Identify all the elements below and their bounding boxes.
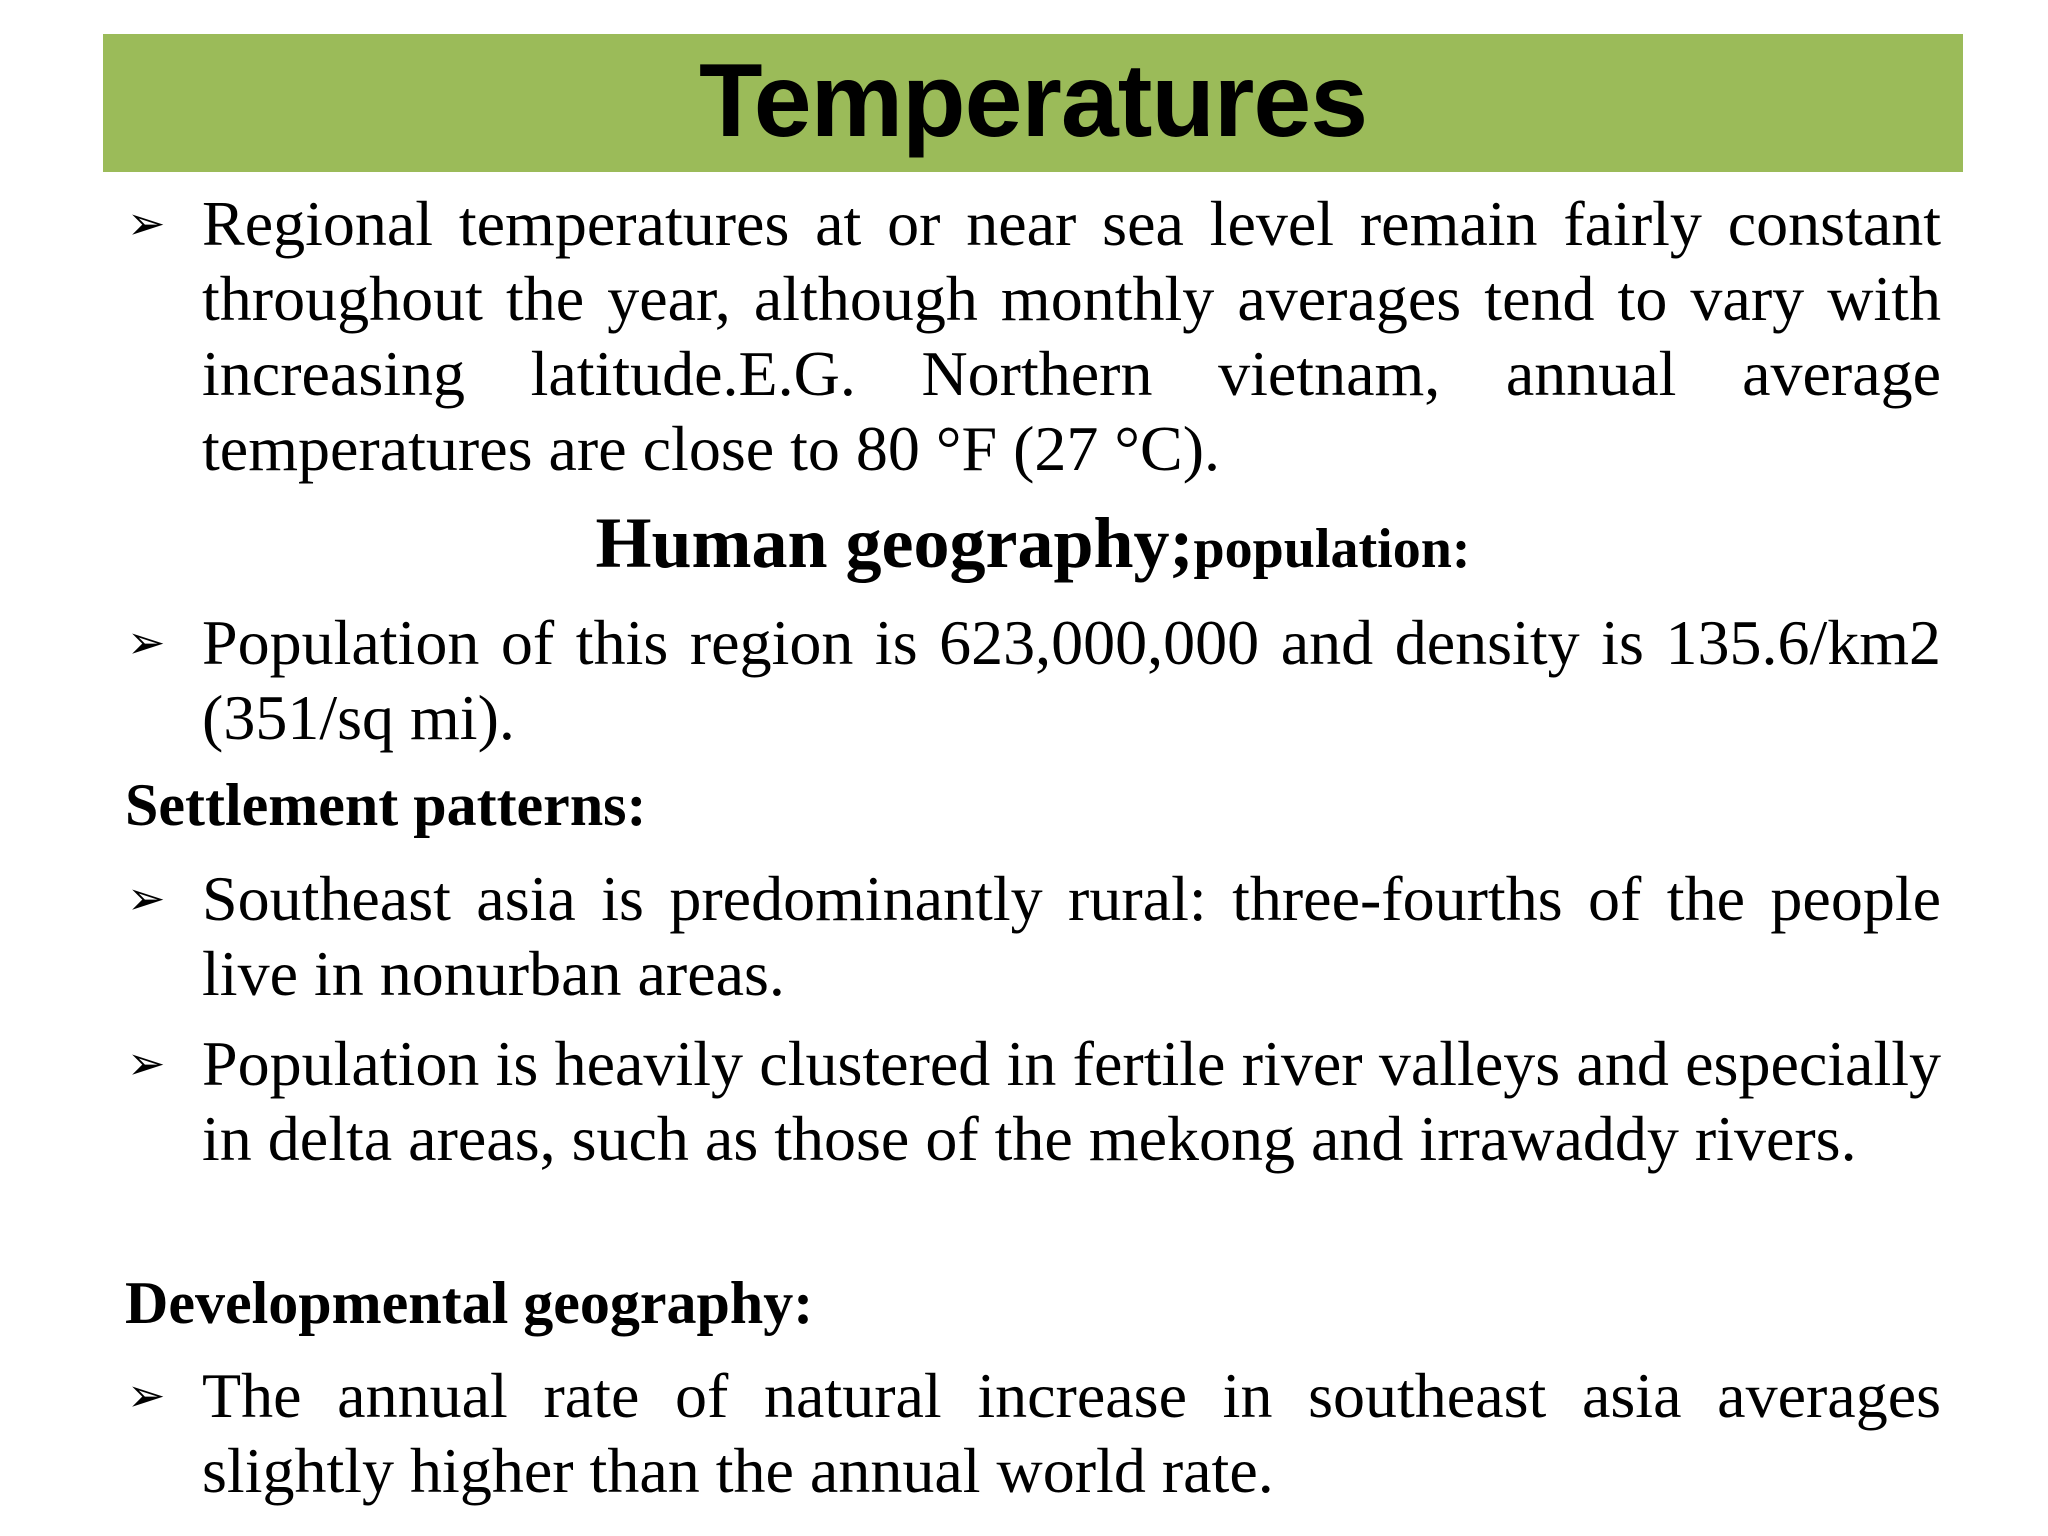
bullet-settlement-1: ➢ Southeast asia is predominantly rural:…	[127, 861, 1941, 1011]
human-geography-heading-sub: population:	[1193, 518, 1471, 580]
arrow-bullet-icon: ➢	[127, 871, 166, 925]
bullet-text: Regional temperatures at or near sea lev…	[202, 188, 1941, 484]
arrow-bullet-icon: ➢	[127, 196, 166, 250]
bullet-development-1: ➢ The annual rate of natural increase in…	[127, 1358, 1941, 1508]
bullet-text: Population of this region is 623,000,000…	[202, 607, 1941, 753]
bullet-text: The annual rate of natural increase in s…	[202, 1360, 1941, 1506]
arrow-bullet-icon: ➢	[127, 615, 166, 669]
human-geography-heading-main: Human geography;	[595, 503, 1194, 583]
arrow-bullet-icon: ➢	[127, 1036, 166, 1090]
bullet-text: Southeast asia is predominantly rural: t…	[202, 863, 1941, 1009]
slide-title: Temperatures	[698, 43, 1368, 159]
bullet-settlement-2: ➢ Population is heavily clustered in fer…	[127, 1026, 1941, 1176]
title-banner: Temperatures	[103, 34, 1963, 172]
development-heading: Developmental geography:	[125, 1270, 814, 1336]
bullet-population-1: ➢ Population of this region is 623,000,0…	[127, 605, 1941, 755]
settlement-heading: Settlement patterns:	[125, 772, 647, 838]
bullet-text: Population is heavily clustered in ferti…	[202, 1028, 1941, 1174]
bullet-temperature-1: ➢ Regional temperatures at or near sea l…	[127, 186, 1941, 486]
human-geography-heading: Human geography;population:	[103, 498, 1963, 608]
arrow-bullet-icon: ➢	[127, 1368, 166, 1422]
